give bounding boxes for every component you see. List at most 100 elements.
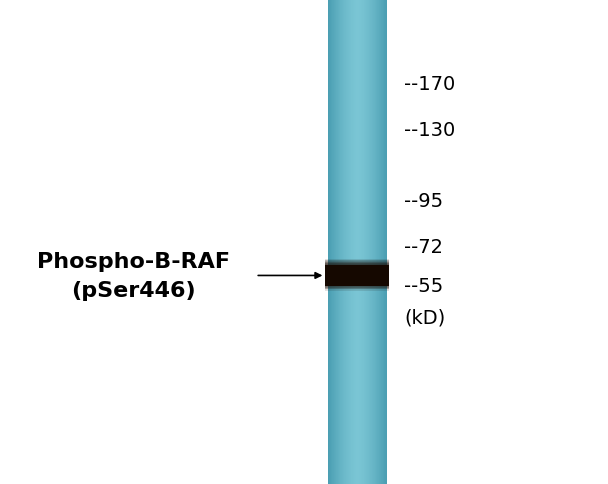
Bar <box>325 271 389 272</box>
Bar <box>365 0 367 484</box>
Bar <box>382 0 383 484</box>
Bar <box>329 0 330 484</box>
Bar <box>372 0 373 484</box>
Bar <box>325 265 389 266</box>
Text: --55: --55 <box>404 276 444 295</box>
Bar <box>341 0 342 484</box>
Bar <box>325 290 389 291</box>
Bar <box>325 292 389 293</box>
Bar <box>325 281 389 282</box>
Text: Phospho-B-RAF: Phospho-B-RAF <box>37 251 230 272</box>
Bar <box>325 263 389 264</box>
Bar <box>325 284 389 285</box>
Bar <box>350 0 351 484</box>
Bar <box>325 262 389 263</box>
Bar <box>371 0 372 484</box>
Text: (kD): (kD) <box>404 307 446 327</box>
Bar <box>325 283 389 284</box>
Bar <box>371 0 373 484</box>
Bar <box>325 278 389 279</box>
Bar <box>358 0 359 484</box>
Bar <box>339 0 340 484</box>
Bar <box>335 0 336 484</box>
Bar <box>353 0 354 484</box>
Bar <box>330 0 331 484</box>
Bar <box>325 259 389 260</box>
Bar <box>336 0 337 484</box>
Bar <box>357 0 358 484</box>
Bar <box>362 0 363 484</box>
Bar <box>379 0 380 484</box>
Bar <box>325 289 389 290</box>
Bar <box>353 0 354 484</box>
Bar <box>354 0 356 484</box>
Bar <box>357 0 358 484</box>
Bar <box>378 0 379 484</box>
Bar <box>369 0 370 484</box>
Bar <box>385 0 386 484</box>
Bar <box>343 0 344 484</box>
Bar <box>325 273 389 274</box>
Bar <box>375 0 376 484</box>
Bar <box>347 0 348 484</box>
Bar <box>331 0 332 484</box>
Bar <box>325 285 389 286</box>
Bar <box>325 279 389 280</box>
Bar <box>363 0 364 484</box>
Bar <box>368 0 369 484</box>
Bar <box>383 0 384 484</box>
Bar <box>332 0 333 484</box>
Bar <box>355 0 356 484</box>
Bar <box>381 0 382 484</box>
Bar <box>345 0 347 484</box>
Bar <box>325 287 389 288</box>
Bar <box>344 0 345 484</box>
Bar <box>358 0 359 484</box>
Bar <box>373 0 374 484</box>
Bar <box>325 257 389 258</box>
Bar <box>325 286 389 287</box>
Bar <box>340 0 341 484</box>
Bar <box>368 0 370 484</box>
Bar <box>325 264 389 265</box>
Bar <box>325 282 389 283</box>
Bar <box>360 0 361 484</box>
Bar <box>362 0 364 484</box>
Bar <box>374 0 375 484</box>
Bar <box>345 0 346 484</box>
Bar <box>325 268 389 269</box>
Bar <box>325 258 389 259</box>
Bar <box>325 277 389 278</box>
Bar <box>356 0 357 484</box>
Bar <box>349 0 350 484</box>
Bar <box>325 266 389 267</box>
Bar <box>325 287 389 288</box>
Bar <box>367 0 368 484</box>
Bar <box>342 0 344 484</box>
Bar <box>325 272 389 273</box>
Bar <box>367 0 368 484</box>
Bar <box>348 0 349 484</box>
Text: (pSer446): (pSer446) <box>72 280 196 301</box>
Bar <box>325 282 389 283</box>
Bar <box>348 0 350 484</box>
Bar <box>334 0 335 484</box>
Bar <box>384 0 385 484</box>
Bar <box>325 292 389 293</box>
Bar <box>376 0 377 484</box>
Bar <box>337 0 339 484</box>
Bar <box>325 265 389 287</box>
Bar <box>361 0 362 484</box>
Bar <box>347 0 348 484</box>
Bar <box>325 280 389 281</box>
Bar <box>364 0 365 484</box>
Bar <box>359 0 361 484</box>
Bar <box>370 0 371 484</box>
Bar <box>359 0 360 484</box>
Bar <box>325 260 389 261</box>
Bar <box>351 0 353 484</box>
Bar <box>385 0 387 484</box>
Bar <box>325 293 389 294</box>
Bar <box>352 0 353 484</box>
Bar <box>337 0 338 484</box>
